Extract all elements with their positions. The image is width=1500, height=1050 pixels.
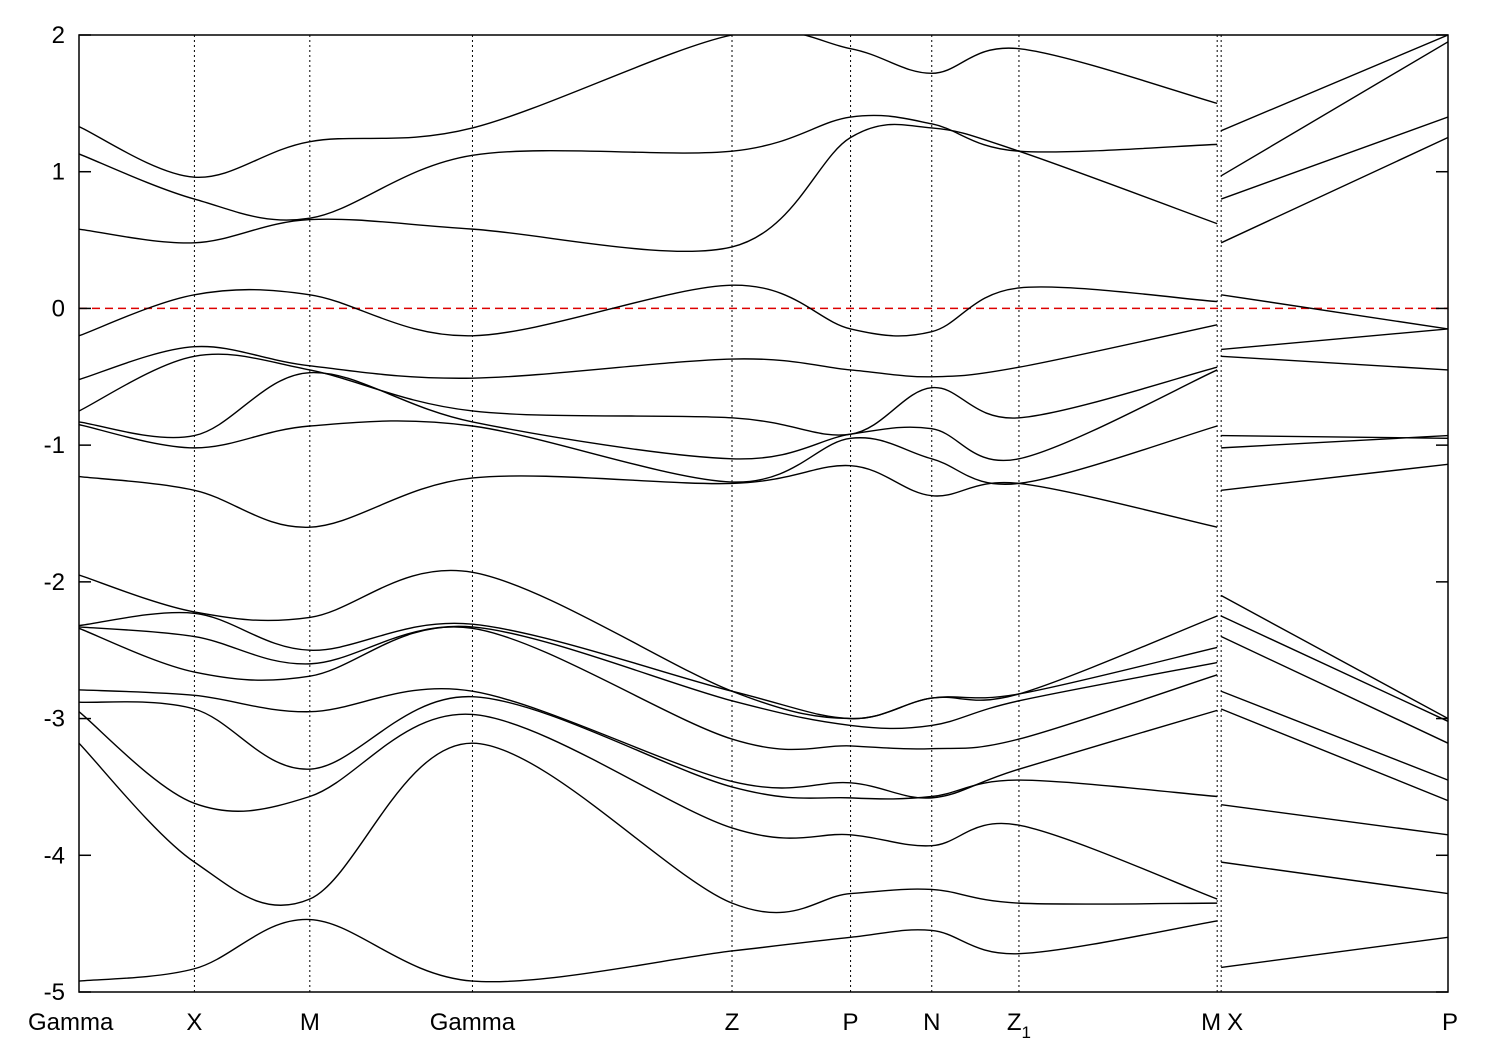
x-tick-label-1: X bbox=[186, 1009, 202, 1036]
plot-border bbox=[78, 34, 1449, 993]
band-line-24 bbox=[1220, 615, 1448, 722]
y-tick-label-6: 1 bbox=[52, 159, 65, 186]
band-line-21 bbox=[1220, 708, 1448, 802]
y-tick-label-5: 0 bbox=[52, 295, 65, 322]
band-line-13 bbox=[79, 324, 1218, 381]
x-tick-label-4: Z bbox=[725, 1009, 740, 1036]
band-line-22 bbox=[1220, 690, 1448, 781]
band-line-10 bbox=[79, 420, 1218, 485]
band-line-31 bbox=[1221, 294, 1448, 330]
band-line-30 bbox=[1221, 328, 1448, 351]
y-tick-label-3: -2 bbox=[44, 569, 65, 596]
band-line-35 bbox=[1220, 35, 1448, 132]
band-line-19 bbox=[1221, 861, 1448, 895]
x-tick-label-3: Gamma bbox=[430, 1009, 516, 1036]
y-tick-label-7: 2 bbox=[52, 22, 65, 49]
plot-frame bbox=[78, 34, 1449, 993]
kpoint-gridlines bbox=[193, 35, 1222, 992]
band-line-0 bbox=[79, 918, 1218, 983]
band-line-26 bbox=[1221, 463, 1448, 491]
band-line-12 bbox=[79, 353, 1218, 436]
x-tick-label-5: P bbox=[843, 1009, 859, 1036]
band-line-29 bbox=[1221, 355, 1448, 371]
band-line-15 bbox=[79, 123, 1218, 252]
band-line-3 bbox=[79, 695, 1218, 800]
band-line-17 bbox=[79, 35, 1218, 178]
y-axis: -5 -4 -3 -2 -1 0 1 2 bbox=[44, 22, 1448, 1006]
band-line-7 bbox=[79, 611, 1218, 720]
y-tick-label-4: -1 bbox=[44, 432, 65, 459]
y-tick-label-0: -5 bbox=[44, 979, 65, 1006]
band-line-5 bbox=[79, 626, 1218, 751]
band-line-20 bbox=[1221, 804, 1448, 836]
band-line-11 bbox=[79, 369, 1218, 462]
x-tick-label-6: N bbox=[923, 1009, 940, 1036]
band-line-18 bbox=[1221, 936, 1448, 969]
x-axis: Gamma X M Gamma Z P N Z1 M X P bbox=[28, 1009, 1458, 1042]
band-line-25 bbox=[1220, 594, 1448, 720]
x-tick-label-8: M bbox=[1201, 1009, 1221, 1036]
band-line-34 bbox=[1220, 41, 1448, 177]
x-tick-label-9: X bbox=[1227, 1009, 1243, 1036]
x-tick-label-10: P bbox=[1442, 1009, 1458, 1036]
band-line-16 bbox=[79, 114, 1218, 221]
band-line-14 bbox=[79, 284, 1218, 337]
band-line-28 bbox=[1221, 434, 1448, 440]
y-tick-label-1: -4 bbox=[44, 842, 65, 869]
x-tick-label-7: Z1 bbox=[1007, 1009, 1031, 1042]
x-tick-label-2: M bbox=[300, 1009, 320, 1036]
band-line-2 bbox=[79, 711, 1218, 900]
y-tick-label-2: -3 bbox=[44, 706, 65, 733]
band-line-33 bbox=[1220, 116, 1448, 200]
band-line-6 bbox=[79, 625, 1218, 730]
band-line-9 bbox=[79, 464, 1218, 528]
x-tick-label-0: Gamma bbox=[28, 1009, 114, 1036]
band-lines bbox=[79, 35, 1448, 983]
band-line-4 bbox=[79, 687, 1218, 799]
band-line-8 bbox=[79, 569, 1218, 720]
band-line-1 bbox=[79, 742, 1218, 914]
band-line-23 bbox=[1220, 635, 1448, 744]
band-line-32 bbox=[1220, 136, 1448, 244]
